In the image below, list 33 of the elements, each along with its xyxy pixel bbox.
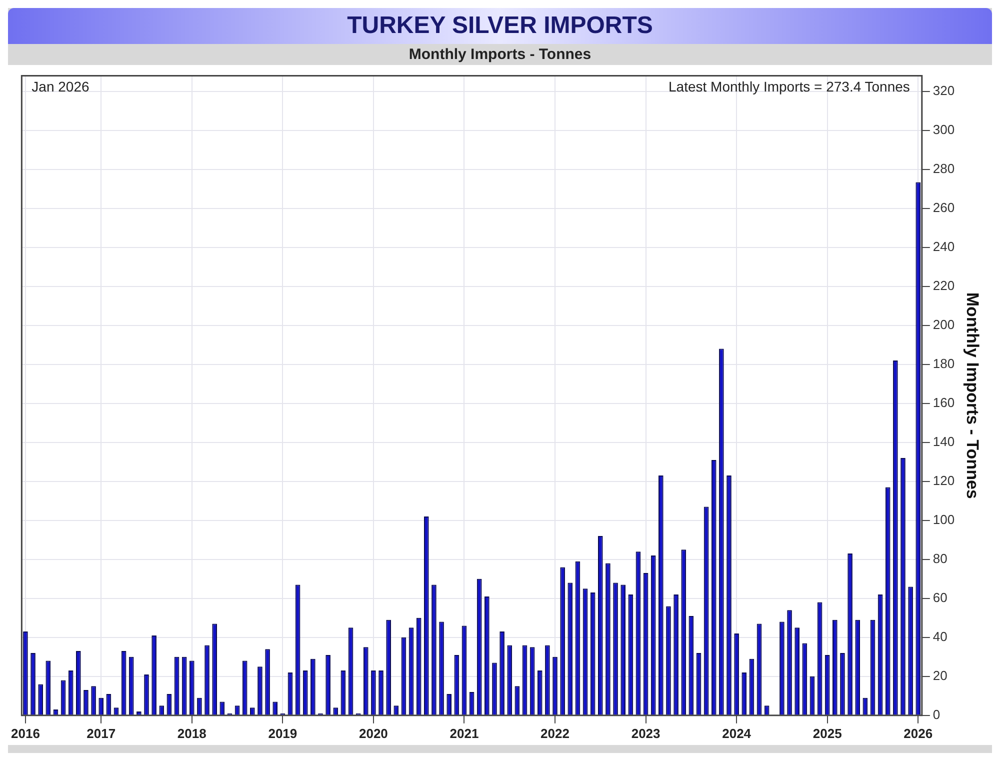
x-tick-label: 2025 bbox=[812, 726, 842, 741]
y-tick-label: 260 bbox=[932, 200, 955, 215]
chart-title: TURKEY SILVER IMPORTS bbox=[8, 8, 992, 44]
y-tick-label: 300 bbox=[932, 122, 955, 137]
y-tick-label: 280 bbox=[932, 160, 955, 176]
annotation: Jan 2026 bbox=[32, 78, 90, 95]
x-tick-label: 2020 bbox=[358, 726, 388, 741]
x-tick-label: 2024 bbox=[722, 726, 752, 741]
y-tick-label: 40 bbox=[932, 628, 948, 644]
chart-subtitle: Monthly Imports - Tonnes bbox=[408, 45, 592, 65]
x-tick-label: 2017 bbox=[86, 726, 116, 741]
x-tick-label: 2019 bbox=[268, 726, 298, 741]
y-tick-label: 80 bbox=[932, 550, 948, 566]
x-tick-label: 2023 bbox=[631, 726, 660, 741]
y-tick-label: 60 bbox=[932, 590, 948, 605]
y-tick-label: 320 bbox=[932, 82, 955, 98]
y-axis-title: Monthly Imports - Tonnes bbox=[963, 292, 982, 499]
x-tick-label: 2016 bbox=[11, 726, 40, 741]
y-tick-label: 140 bbox=[932, 434, 955, 449]
x-tick-label: 2021 bbox=[450, 726, 479, 741]
annotation: Latest Monthly Imports = 273.4 Tonnes bbox=[668, 78, 910, 95]
y-tick-label: 240 bbox=[932, 238, 955, 254]
y-tick-label: 180 bbox=[932, 356, 955, 371]
y-tick-label: 120 bbox=[932, 472, 955, 488]
y-tick-label: 200 bbox=[932, 316, 955, 332]
x-tick-label: 2018 bbox=[177, 726, 206, 741]
x-tick-label: 2022 bbox=[540, 726, 570, 741]
y-tick-label: 160 bbox=[932, 394, 955, 410]
y-tick-label: 100 bbox=[932, 512, 955, 527]
x-tick-label: 2026 bbox=[904, 726, 933, 741]
y-tick-label: 0 bbox=[932, 706, 940, 722]
y-tick-label: 220 bbox=[932, 278, 955, 293]
y-tick-label: 20 bbox=[932, 668, 948, 683]
